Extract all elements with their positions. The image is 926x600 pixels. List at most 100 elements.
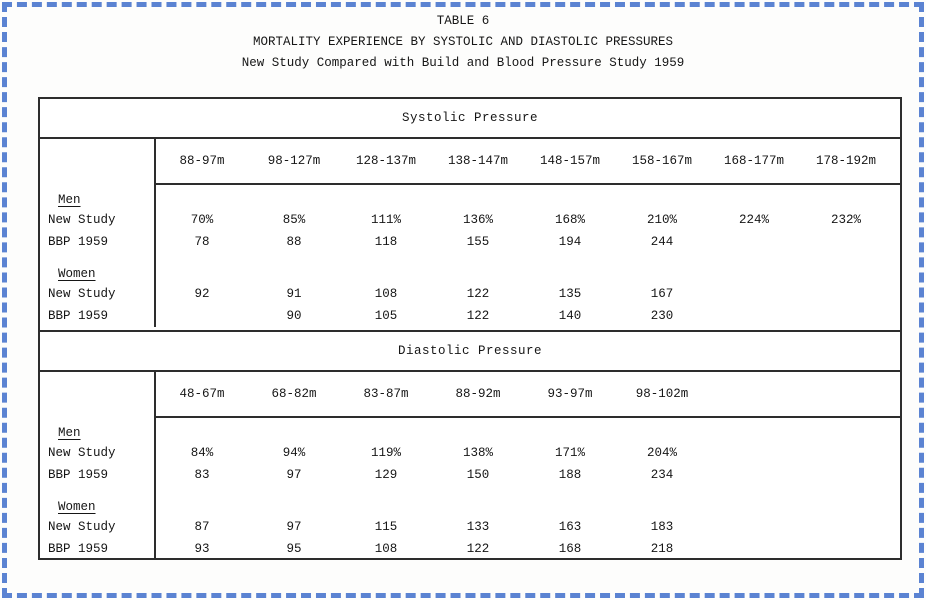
value-cell: 122 bbox=[466, 542, 490, 556]
value-cell: 87 bbox=[194, 520, 210, 534]
row-label: BBP 1959 bbox=[48, 542, 109, 556]
table-row: New Study 87 97 115 133 163 183 bbox=[40, 516, 900, 538]
diastolic-header-cells: 48-67m 68-82m 83-87m 88-92m 93-97m 98-10… bbox=[154, 372, 900, 418]
column-header: 168-177m bbox=[723, 154, 784, 168]
page-heading: TABLE 6 MORTALITY EXPERIENCE BY SYSTOLIC… bbox=[0, 14, 926, 70]
column-header: 148-157m bbox=[539, 154, 600, 168]
value-cell: 70% bbox=[190, 213, 214, 227]
column-header: 128-137m bbox=[355, 154, 416, 168]
table-row: BBP 1959 90 105 122 140 230 bbox=[40, 305, 900, 327]
column-header: 178-192m bbox=[815, 154, 876, 168]
value-cell: 97 bbox=[286, 468, 302, 482]
group-row-women: Women bbox=[40, 253, 900, 283]
value-cell: 183 bbox=[650, 520, 674, 534]
row-label: New Study bbox=[48, 213, 116, 227]
table-subtitle: New Study Compared with Build and Blood … bbox=[241, 56, 685, 70]
value-cell: 108 bbox=[374, 287, 398, 301]
table-row: BBP 1959 93 95 108 122 168 218 bbox=[40, 538, 900, 558]
table-row: BBP 1959 78 88 118 155 194 244 bbox=[40, 231, 900, 253]
value-cell: 83 bbox=[194, 468, 210, 482]
value-cell: 94% bbox=[282, 446, 306, 460]
group-row-men: Men bbox=[40, 418, 900, 442]
value-cell: 119% bbox=[370, 446, 401, 460]
value-cell: 155 bbox=[466, 235, 490, 249]
value-cell: 204% bbox=[646, 446, 677, 460]
group-row-men: Men bbox=[40, 185, 900, 209]
value-cell: 171% bbox=[554, 446, 585, 460]
table-number-label: TABLE 6 bbox=[436, 14, 490, 28]
value-cell: 115 bbox=[374, 520, 398, 534]
value-cell: 136% bbox=[462, 213, 493, 227]
column-header: 138-147m bbox=[447, 154, 508, 168]
empty-cells bbox=[154, 253, 900, 283]
value-cell: 133 bbox=[466, 520, 490, 534]
systolic-section: Systolic Pressure 88-97m 98-127m 128-137… bbox=[40, 99, 900, 330]
value-cell: 105 bbox=[374, 309, 398, 323]
stub-cell bbox=[40, 139, 154, 185]
value-cell: 230 bbox=[650, 309, 674, 323]
value-cell: 122 bbox=[466, 309, 490, 323]
table-row: New Study 70% 85% 111% 136% 168% 210% 22… bbox=[40, 209, 900, 231]
column-header: 68-82m bbox=[271, 387, 317, 401]
column-header: 158-167m bbox=[631, 154, 692, 168]
systolic-body: Men New Study 70% 85% 111% 136% 168% 210… bbox=[40, 185, 900, 330]
row-label: BBP 1959 bbox=[48, 468, 109, 482]
empty-cells bbox=[154, 486, 900, 516]
value-cell: 88 bbox=[286, 235, 302, 249]
value-cell: 224% bbox=[738, 213, 769, 227]
value-cell: 194 bbox=[558, 235, 582, 249]
diastolic-section: Diastolic Pressure 48-67m 68-82m 83-87m … bbox=[40, 330, 900, 558]
value-cell: 84% bbox=[190, 446, 214, 460]
row-label: BBP 1959 bbox=[48, 309, 109, 323]
table-title: MORTALITY EXPERIENCE BY SYSTOLIC AND DIA… bbox=[252, 35, 674, 49]
empty-cells bbox=[154, 418, 900, 442]
value-cell: 93 bbox=[194, 542, 210, 556]
value-cell: 90 bbox=[286, 309, 302, 323]
value-cell: 135 bbox=[558, 287, 582, 301]
systolic-header-cells: 88-97m 98-127m 128-137m 138-147m 148-157… bbox=[154, 139, 900, 185]
value-cell: 129 bbox=[374, 468, 398, 482]
value-cell: 85% bbox=[282, 213, 306, 227]
empty-cells bbox=[154, 185, 900, 209]
value-cell: 244 bbox=[650, 235, 674, 249]
diastolic-header-row: 48-67m 68-82m 83-87m 88-92m 93-97m 98-10… bbox=[40, 372, 900, 418]
table-row: New Study 92 91 108 122 135 167 bbox=[40, 283, 900, 305]
table-row: BBP 1959 83 97 129 150 188 234 bbox=[40, 464, 900, 486]
diastolic-section-title: Diastolic Pressure bbox=[40, 332, 900, 372]
column-header: 98-127m bbox=[267, 154, 321, 168]
systolic-section-title: Systolic Pressure bbox=[40, 99, 900, 139]
value-cell: 78 bbox=[194, 235, 210, 249]
column-header: 98-102m bbox=[635, 387, 689, 401]
table-row: New Study 84% 94% 119% 138% 171% 204% bbox=[40, 442, 900, 464]
group-label-men: Men bbox=[58, 426, 81, 440]
value-cell: 95 bbox=[286, 542, 302, 556]
value-cell: 111% bbox=[370, 213, 401, 227]
column-header: 93-97m bbox=[547, 387, 593, 401]
value-cell: 140 bbox=[558, 309, 582, 323]
value-cell: 97 bbox=[286, 520, 302, 534]
value-cell: 138% bbox=[462, 446, 493, 460]
value-cell: 210% bbox=[646, 213, 677, 227]
value-cell: 118 bbox=[374, 235, 398, 249]
value-cell: 168% bbox=[554, 213, 585, 227]
row-label: BBP 1959 bbox=[48, 235, 109, 249]
value-cell: 92 bbox=[194, 287, 210, 301]
group-label-women: Women bbox=[58, 267, 96, 281]
column-header: 88-97m bbox=[179, 154, 225, 168]
diastolic-body: Men New Study 84% 94% 119% 138% 171% 204… bbox=[40, 418, 900, 558]
row-label: New Study bbox=[48, 446, 116, 460]
systolic-header-row: 88-97m 98-127m 128-137m 138-147m 148-157… bbox=[40, 139, 900, 185]
column-header: 83-87m bbox=[363, 387, 409, 401]
value-cell: 167 bbox=[650, 287, 674, 301]
row-label: New Study bbox=[48, 520, 116, 534]
mortality-table: Systolic Pressure 88-97m 98-127m 128-137… bbox=[38, 97, 902, 560]
row-label: New Study bbox=[48, 287, 116, 301]
value-cell: 234 bbox=[650, 468, 674, 482]
group-row-women: Women bbox=[40, 486, 900, 516]
group-label-women: Women bbox=[58, 500, 96, 514]
value-cell: 91 bbox=[286, 287, 302, 301]
value-cell: 163 bbox=[558, 520, 582, 534]
value-cell: 232% bbox=[830, 213, 861, 227]
group-label-men: Men bbox=[58, 193, 81, 207]
value-cell: 188 bbox=[558, 468, 582, 482]
